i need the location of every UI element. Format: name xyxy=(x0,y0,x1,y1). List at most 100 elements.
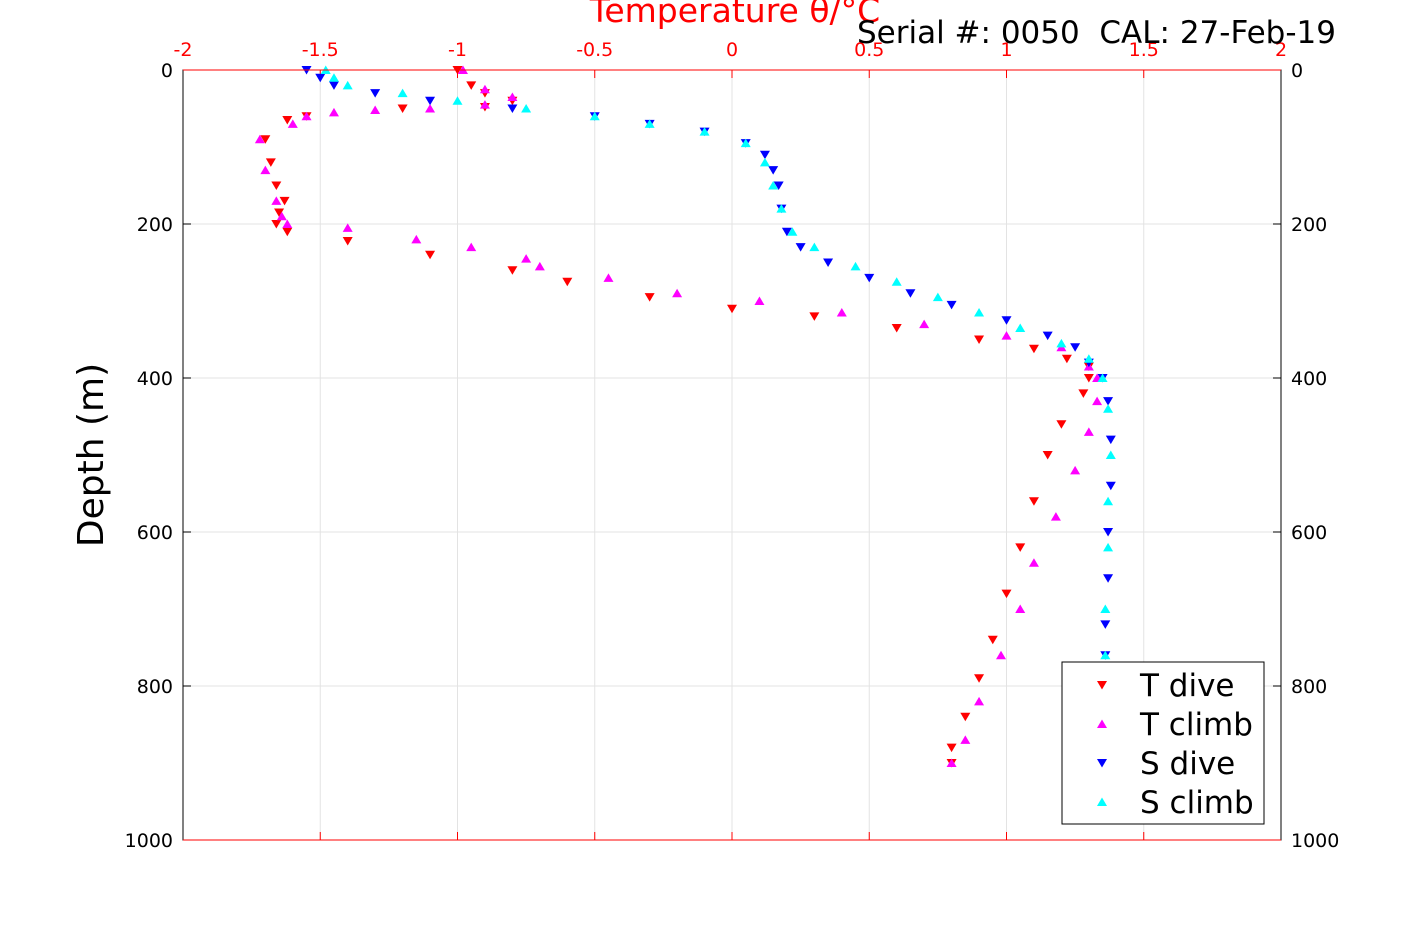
data-point xyxy=(946,300,957,310)
data-point xyxy=(1070,465,1081,475)
y-tick-label-left: 1000 xyxy=(125,830,173,852)
data-point xyxy=(282,219,293,228)
data-point xyxy=(370,89,381,98)
data-point xyxy=(254,134,265,144)
data-point xyxy=(987,635,998,645)
data-point xyxy=(850,261,861,271)
data-point xyxy=(370,105,381,115)
data-point xyxy=(644,293,655,302)
data-point xyxy=(282,116,293,125)
legend-box xyxy=(1061,661,1265,825)
data-point xyxy=(1100,650,1111,660)
x-tick-labels: -2 -1.5 -1 -0.5 0 0.5 1 1.5 2 xyxy=(174,39,1288,61)
data-point xyxy=(342,223,353,232)
data-point xyxy=(1042,451,1053,460)
data-point xyxy=(1097,373,1108,382)
data-point xyxy=(466,242,477,252)
data-point xyxy=(328,81,339,90)
legend-label: S dive xyxy=(1140,746,1235,782)
data-point xyxy=(1100,604,1111,613)
data-point xyxy=(282,227,293,237)
data-point xyxy=(809,242,820,252)
data-point xyxy=(534,261,545,271)
data-point xyxy=(787,227,798,236)
legend-marker xyxy=(1097,759,1107,768)
data-point xyxy=(1056,338,1067,348)
data-point xyxy=(342,236,353,246)
data-point xyxy=(1083,354,1094,363)
data-point xyxy=(521,104,532,113)
data-point xyxy=(1028,497,1039,506)
data-point xyxy=(1001,316,1012,325)
series-t-climb xyxy=(254,65,1103,767)
data-point xyxy=(466,81,477,90)
y-tick-label-right: 400 xyxy=(1291,368,1327,390)
series-t-dive xyxy=(260,66,1094,768)
x-tick-label: 2 xyxy=(1275,39,1287,61)
data-point xyxy=(271,181,282,190)
data-point xyxy=(425,96,436,106)
data-point xyxy=(287,119,298,128)
data-point xyxy=(276,211,287,221)
data-point xyxy=(425,250,436,260)
data-points xyxy=(254,65,1116,768)
data-point xyxy=(754,296,765,305)
data-point xyxy=(768,181,779,190)
legend-label: T dive xyxy=(1139,668,1235,704)
data-point xyxy=(1083,427,1094,436)
data-point xyxy=(265,158,276,167)
data-point xyxy=(271,220,282,229)
data-point xyxy=(773,181,784,190)
data-point xyxy=(1103,574,1114,583)
legend-label: S climb xyxy=(1140,785,1254,821)
data-point xyxy=(452,96,463,105)
data-point xyxy=(781,227,792,237)
data-point xyxy=(932,292,943,302)
data-point xyxy=(1028,558,1039,567)
y-tick-labels: 0 0 200 200 400 400 600 600 800 800 1000 1000 xyxy=(125,60,1340,852)
data-point xyxy=(776,204,787,213)
y-tick-label-right: 800 xyxy=(1291,676,1327,698)
data-point xyxy=(411,234,422,244)
data-point xyxy=(1105,435,1116,445)
legend-label: T climb xyxy=(1139,707,1253,743)
data-point xyxy=(919,319,930,329)
y-tick-label-left: 600 xyxy=(137,522,173,544)
data-point xyxy=(699,127,710,136)
data-point xyxy=(397,104,408,113)
y-tick-label-right: 600 xyxy=(1291,522,1327,544)
data-point xyxy=(864,273,875,283)
data-point xyxy=(1078,389,1089,398)
data-point xyxy=(905,289,916,298)
y-axis-label: Depth (m) xyxy=(71,363,112,547)
data-point xyxy=(1061,354,1072,364)
data-point xyxy=(759,157,770,167)
data-point xyxy=(974,674,985,683)
data-point xyxy=(1105,481,1116,491)
data-point xyxy=(479,100,490,109)
x-tick-label: 0 xyxy=(726,39,738,61)
x-tick-label: -1 xyxy=(448,39,467,61)
data-point xyxy=(1083,374,1094,383)
y-tick-label-left: 800 xyxy=(137,676,173,698)
legend-marker xyxy=(1097,681,1107,690)
data-point xyxy=(672,288,683,298)
data-point xyxy=(315,73,326,83)
data-point xyxy=(1015,323,1026,332)
data-point xyxy=(274,208,285,217)
data-point xyxy=(946,758,957,767)
data-point xyxy=(1103,397,1114,406)
data-point xyxy=(795,243,806,252)
data-point xyxy=(425,104,436,113)
legend-marker xyxy=(1097,797,1107,806)
data-point xyxy=(1100,620,1111,629)
data-point xyxy=(1042,331,1053,341)
data-point xyxy=(1103,542,1114,552)
data-point xyxy=(328,73,339,82)
data-point xyxy=(823,258,834,267)
data-point xyxy=(301,111,312,121)
y-tick-label-left: 200 xyxy=(137,214,173,236)
data-point xyxy=(328,107,339,117)
y-tick-label-right: 0 xyxy=(1291,60,1303,82)
x-tick-label: -1.5 xyxy=(302,39,339,61)
